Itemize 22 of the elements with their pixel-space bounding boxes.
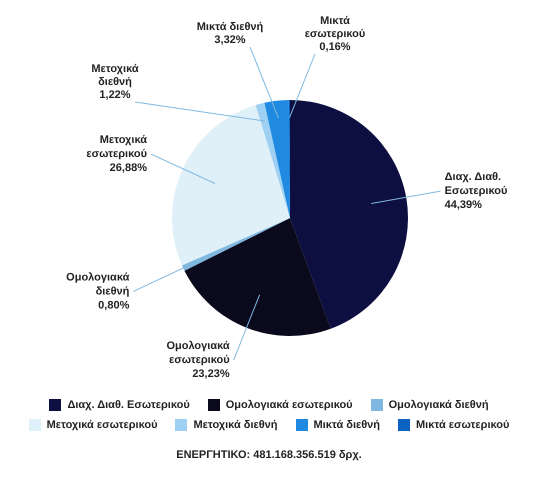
data-label: 1,22% [99,89,131,101]
data-label: 0,16% [319,41,351,53]
data-label: 3,32% [214,34,246,46]
slice-label: Μικτά διεθνή [196,21,264,33]
slice-label: Μικτά εσωτερικού [304,15,366,40]
legend-label: Διαχ. Διαθ. Εσωτερικού [67,399,190,411]
slice-label: Ομολογιακά διεθνή [66,271,130,298]
data-label: 23,23% [192,368,230,380]
legend-label: Μετοχικά διεθνή [193,419,278,431]
legend-label: Ομολογιακά εσωτερικού [226,399,353,411]
data-label: 26,88% [110,162,148,174]
slice-label: Ομολογιακά εσωτερικού [166,340,230,366]
data-label: 0,80% [98,299,130,312]
data-label: 44,39% [444,199,482,212]
slice-label: Διαχ. Διαθ. Εσωτερικού [444,171,508,198]
text: ΕΝΕΡΓΗΤΙΚΟ: 481.168.356.519 δρχ. [175,449,363,461]
slice-label: Μετοχικά εσωτερικού [86,134,148,160]
legend-label: Μικτά εσωτερικού [416,419,510,431]
legend-label: Μετοχικά εσωτερικού [46,419,158,431]
legend-label: Ομολογιακά διεθνή [388,399,489,411]
slice-label: Μετοχικά διεθνή [91,63,139,88]
legend-label: Μικτά διεθνή [314,419,380,431]
